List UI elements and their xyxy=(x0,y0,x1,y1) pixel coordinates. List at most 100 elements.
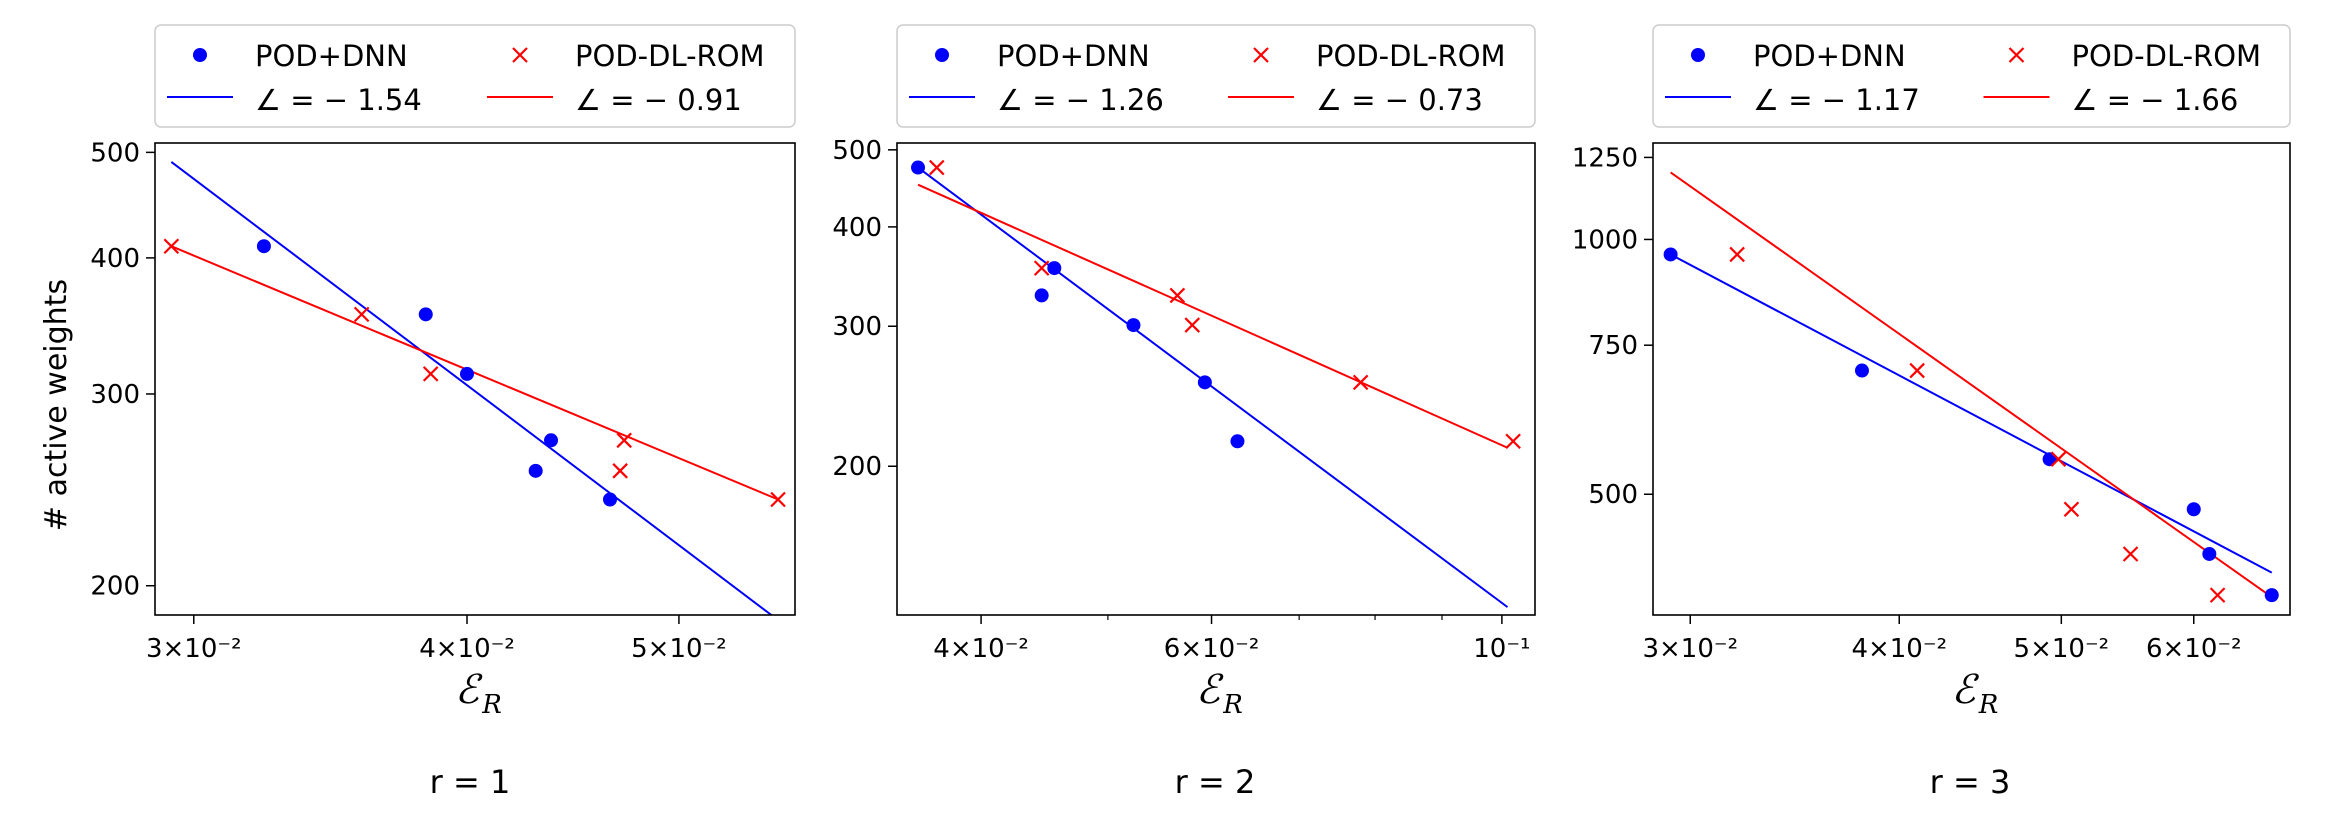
pod-dl-rom-point xyxy=(1033,260,1050,276)
x-tick-label: 4×10⁻² xyxy=(933,634,1029,664)
y-tick-label: 500 xyxy=(832,136,882,166)
x-tick-label: 3×10⁻² xyxy=(146,634,242,664)
panel-caption: r = 3 xyxy=(1930,763,2011,801)
legend-label-pod-dl-rom-slope: ∠ = − 1.66 xyxy=(2072,83,2239,117)
axes-frame xyxy=(896,142,1536,616)
legend-label-pod-dnn: POD+DNN xyxy=(255,39,408,73)
x-tick-label: 5×10⁻² xyxy=(2014,634,2110,664)
axes-frame xyxy=(1652,142,2291,616)
fit-line-pod-dl-rom xyxy=(917,183,1508,449)
pod-dnn-point xyxy=(911,160,926,175)
pod-dnn-point xyxy=(1663,247,1678,262)
pod-dnn-point xyxy=(528,463,543,478)
legend: POD+DNN POD-DL-ROM ∠ = − 1.17 ∠ = − 1.66 xyxy=(1652,24,2291,128)
plot-area xyxy=(163,161,786,615)
legend-label-pod-dnn: POD+DNN xyxy=(997,39,1150,73)
x-axis-label: ℰ xyxy=(1196,667,1224,713)
pod-dnn-point xyxy=(1034,288,1049,303)
pod-dl-rom-point xyxy=(1729,246,1745,263)
fit-line-pod-dnn xyxy=(170,161,774,615)
pod-dnn-point xyxy=(459,366,474,381)
pod-dl-rom-point xyxy=(612,463,628,479)
pod-dl-rom-point xyxy=(928,159,945,176)
legend-label-pod-dl-rom: POD-DL-ROM xyxy=(575,39,765,73)
axes-frame xyxy=(154,142,796,616)
pod-dnn-point xyxy=(256,239,271,254)
legend-label-pod-dl-rom: POD-DL-ROM xyxy=(1316,39,1506,73)
pod-dnn-point xyxy=(2042,452,2057,467)
legend-marker-pod-dnn xyxy=(1691,48,1705,62)
legend-marker-pod-dl-rom xyxy=(1253,47,1269,63)
x-tick-label: 5×10⁻² xyxy=(631,634,727,664)
plot-area xyxy=(1663,171,2279,603)
x-axis-label-subscript: R xyxy=(481,690,502,720)
x-axis-label: ℰ xyxy=(1951,667,1979,713)
y-tick-label: 750 xyxy=(1588,331,1638,361)
x-axis-label: ℰ xyxy=(455,667,483,713)
pod-dnn-point xyxy=(2202,546,2217,561)
pod-dl-rom-point xyxy=(1505,433,1521,450)
fit-line-pod-dnn xyxy=(917,166,1509,608)
x-tick-label: 3×10⁻² xyxy=(1642,634,1738,664)
y-tick-label: 400 xyxy=(832,213,882,243)
pod-dl-rom-point xyxy=(1909,362,1925,379)
pod-dl-rom-point xyxy=(770,491,786,508)
pod-dnn-point xyxy=(1126,318,1141,333)
pod-dnn-point xyxy=(1230,434,1245,449)
pod-dnn-point xyxy=(2186,502,2201,517)
legend-label-pod-dl-rom-slope: ∠ = − 0.73 xyxy=(1316,83,1483,117)
y-tick-label: 200 xyxy=(832,452,882,482)
y-tick-label: 500 xyxy=(90,138,140,168)
pod-dl-rom-point xyxy=(1352,374,1369,391)
pod-dnn-point xyxy=(603,492,618,507)
y-tick-label: 200 xyxy=(90,572,140,602)
legend: POD+DNN POD-DL-ROM ∠ = − 1.26 ∠ = − 0.73 xyxy=(896,24,1536,128)
pod-dnn-point xyxy=(1197,375,1212,390)
pod-dl-rom-point xyxy=(2209,587,2226,603)
pod-dnn-point xyxy=(418,307,433,322)
legend-label-pod-dnn: POD+DNN xyxy=(1753,39,1906,73)
legend-marker-pod-dnn xyxy=(935,48,949,62)
pod-dl-rom-point xyxy=(2063,501,2080,518)
legend-marker-pod-dl-rom xyxy=(512,47,528,63)
legend-label-pod-dl-rom-slope: ∠ = − 0.91 xyxy=(575,83,742,117)
fit-line-pod-dl-rom xyxy=(170,245,779,501)
pod-dl-rom-point xyxy=(2122,546,2139,562)
x-axis-label-subscript: R xyxy=(1222,690,1243,720)
fit-line-pod-dl-rom xyxy=(1670,171,2273,598)
pod-dnn-point xyxy=(1047,261,1062,276)
legend-marker-pod-dl-rom xyxy=(2008,47,2025,63)
legend-frame xyxy=(1652,24,2291,128)
x-tick-label: 4×10⁻² xyxy=(419,634,515,664)
panel-caption: r = 1 xyxy=(430,763,511,801)
pod-dl-rom-point xyxy=(616,432,632,449)
x-axis-label-subscript: R xyxy=(1978,690,1999,720)
legend-label-pod-dnn-slope: ∠ = − 1.54 xyxy=(255,83,422,117)
y-axis-label: # active weights xyxy=(39,279,74,531)
y-tick-label: 400 xyxy=(90,244,140,274)
legend: POD+DNN POD-DL-ROM ∠ = − 1.54 ∠ = − 0.91 xyxy=(154,24,796,128)
fit-line-pod-dnn xyxy=(1670,253,2273,574)
pod-dnn-point xyxy=(544,433,559,448)
legend-frame xyxy=(154,24,796,128)
legend-frame xyxy=(896,24,1536,128)
y-tick-label: 1250 xyxy=(1572,143,1638,173)
pod-dnn-point xyxy=(2264,588,2279,603)
pod-dl-rom-point xyxy=(1169,287,1186,304)
legend-marker-pod-dnn xyxy=(193,48,207,62)
y-tick-label: 1000 xyxy=(1572,225,1638,255)
x-tick-label: 4×10⁻² xyxy=(1851,634,1947,664)
legend-label-pod-dnn-slope: ∠ = − 1.26 xyxy=(997,83,1164,117)
plot-area xyxy=(911,159,1521,608)
pod-dnn-point xyxy=(1854,363,1869,378)
panel-3: 3×10⁻² 4×10⁻² 5×10⁻² 6×10⁻² 500 750 1000 1250 ℰ R… xyxy=(1572,24,2291,801)
pod-dl-rom-point xyxy=(353,306,370,323)
y-tick-label: 300 xyxy=(832,312,882,342)
y-tick-label: 300 xyxy=(90,380,140,410)
pod-dl-rom-point xyxy=(163,238,180,255)
x-tick-label: 10⁻¹ xyxy=(1473,634,1530,664)
x-tick-label: 6×10⁻² xyxy=(1164,634,1260,664)
